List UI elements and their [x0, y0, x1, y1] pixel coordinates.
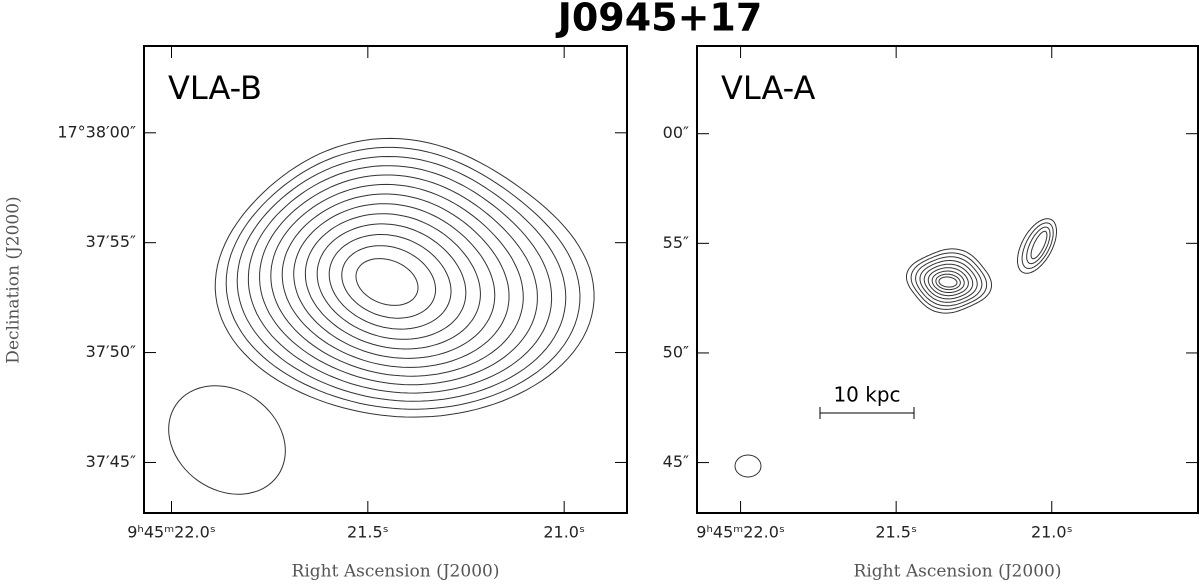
x-tick-label: 21.0ˢ: [543, 523, 585, 542]
contour: [931, 270, 965, 293]
contour: [355, 258, 419, 306]
contour: [293, 203, 496, 359]
beam: [734, 454, 762, 478]
contour: [270, 183, 524, 377]
figure-title: J0945+17: [555, 0, 763, 40]
contour: [927, 267, 969, 297]
contour: [214, 137, 595, 418]
contour: [316, 223, 467, 340]
panel-label: VLA-A: [721, 69, 815, 107]
contour: [935, 273, 961, 291]
y-tick-label: 45″: [663, 452, 689, 471]
contour: [328, 234, 452, 330]
contour: [1021, 222, 1054, 270]
contour: [938, 276, 958, 288]
panel-label: VLA-B: [168, 69, 262, 107]
contour: [1026, 226, 1051, 265]
contour: [341, 245, 437, 319]
contour: [281, 193, 510, 368]
x-tick-label: 9ʰ45ᵐ22.0ˢ: [696, 523, 785, 542]
panel-frame: [696, 45, 1199, 514]
contour: [259, 174, 538, 386]
contour: [247, 165, 553, 394]
x-tick-label: 21.0ˢ: [1031, 523, 1073, 542]
contour: [1030, 230, 1048, 260]
beam: [168, 385, 286, 495]
contour: [906, 248, 992, 314]
panel-frame: [143, 45, 628, 514]
contour: [236, 155, 567, 402]
x-tick-label: 21.5ˢ: [875, 523, 917, 542]
contour: [923, 263, 974, 300]
x-tick-label: 9ʰ45ᵐ22.0ˢ: [127, 523, 216, 542]
y-tick-label: 37′45″: [86, 452, 136, 471]
contour: [919, 260, 978, 303]
y-tick-label: 50″: [663, 342, 689, 361]
x-axis-label: Right Ascension (J2000): [292, 562, 500, 582]
contour: [910, 252, 988, 310]
y-tick-label: 00″: [663, 123, 689, 142]
x-axis-label: Right Ascension (J2000): [854, 562, 1062, 582]
contour: [1017, 218, 1057, 274]
contour: [304, 213, 481, 350]
y-tick-label: 55″: [663, 233, 689, 252]
contour: [225, 146, 581, 410]
scale-bar-label: 10 kpc: [833, 383, 900, 407]
y-tick-label: 37′55″: [86, 232, 136, 251]
y-tick-label: 17°38′00″: [57, 122, 136, 141]
y-axis-label: Declination (J2000): [4, 196, 24, 363]
contour: [915, 256, 983, 307]
x-tick-label: 21.5ˢ: [347, 523, 389, 542]
y-tick-label: 37′50″: [86, 342, 136, 361]
